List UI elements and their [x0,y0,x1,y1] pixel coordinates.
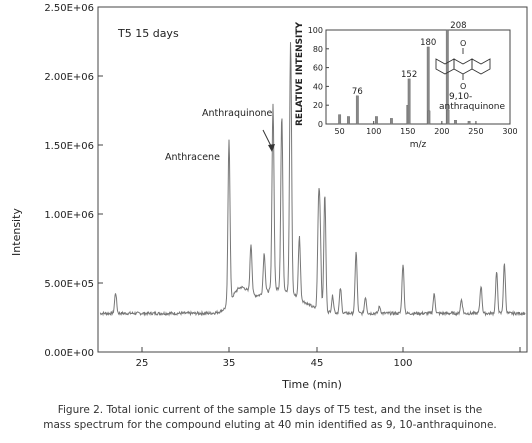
inset-bar [347,116,350,125]
inset-x-tick-label: 50 [335,127,345,136]
inset-x-tick-label: 300 [502,127,517,136]
y-axis-label: Intensity [10,208,23,256]
x-tick-label: 35 [223,358,236,369]
inset-peak-label: 208 [450,21,466,31]
annotation-anthraquinone: Anthraquinone [202,108,273,119]
x-axis-label: Time (min) [281,378,342,391]
main-y-axis: 0.00E+00 5.00E+05 1.00E+06 1.50E+06 2.00E+06… [44,3,103,359]
inset-y-tick-label: 60 [313,64,323,73]
inset-y-axis: 0 20 40 60 80 100 [308,26,329,129]
caption-line-2: mass spectrum for the compound eluting a… [43,419,497,431]
figure-caption: Figure 2. Total ionic current of the sam… [30,403,510,433]
inset-bar [467,120,471,125]
structure-oxygen-top: O [460,39,466,48]
y-tick-label: 1.00E+06 [44,210,94,221]
inset-bar [355,95,359,125]
inset-x-tick-label: 150 [400,127,415,136]
inset-bar [427,110,431,125]
chart-title: T5 15 days [117,27,179,40]
x-tick-label: 45 [311,358,324,369]
inset-y-axis-label: RELATIVE INTENSITY [295,22,305,126]
y-tick-label: 1.50E+06 [44,141,94,152]
inset-x-axis-label: m/z [410,140,427,150]
caption-line-1: Figure 2. Total ionic current of the sam… [57,404,483,416]
y-tick-label: 2.00E+06 [44,72,94,83]
y-tick-label: 2.50E+06 [44,3,94,14]
inset-bar [454,120,457,125]
y-tick-label: 5.00E+05 [44,279,94,290]
annotation-arrow-head [268,144,275,152]
inset-x-tick-label: 250 [468,127,483,136]
inset-y-tick-label: 80 [313,45,323,54]
anthraquinone-structure-icon [435,48,491,80]
inset-bar [407,78,411,125]
x-tick-label: 100 [393,358,412,369]
inset-bar [375,116,378,125]
inset-x-tick-label: 200 [434,127,449,136]
inset-bar [338,114,342,125]
annotation-anthracene: Anthracene [165,152,220,163]
inset-peak-label: 76 [352,87,363,97]
structure-oxygen-bottom: O [460,82,466,91]
inset-y-tick-label: 0 [318,120,323,129]
inset-bar [390,118,393,125]
inset-bars [338,29,471,125]
inset-bar [446,109,450,125]
inset-y-tick-label: 40 [313,82,323,91]
structure-label-line2: anthraquinone [439,102,505,112]
inset-peak-label: 152 [401,70,417,80]
inset-x-tick-label: 100 [366,127,381,136]
inset-peak-labels: 76 152 180 208 [352,21,467,97]
chromatogram-series-line [99,42,526,317]
structure-label-line1: 9,10- [449,92,472,102]
inset-y-tick-label: 20 [313,101,323,110]
x-tick-label: 25 [136,358,149,369]
inset-mass-spectrum: 0 20 40 60 80 100 50 100 150 200 250 300 76 152 180 2… [295,21,518,150]
inset-peak-label: 180 [420,38,436,48]
y-tick-label: 0.00E+00 [44,348,94,359]
inset-y-tick-label: 100 [308,26,323,35]
main-plot-frame [97,6,528,353]
main-x-axis: 25 35 45 100 [136,347,521,369]
